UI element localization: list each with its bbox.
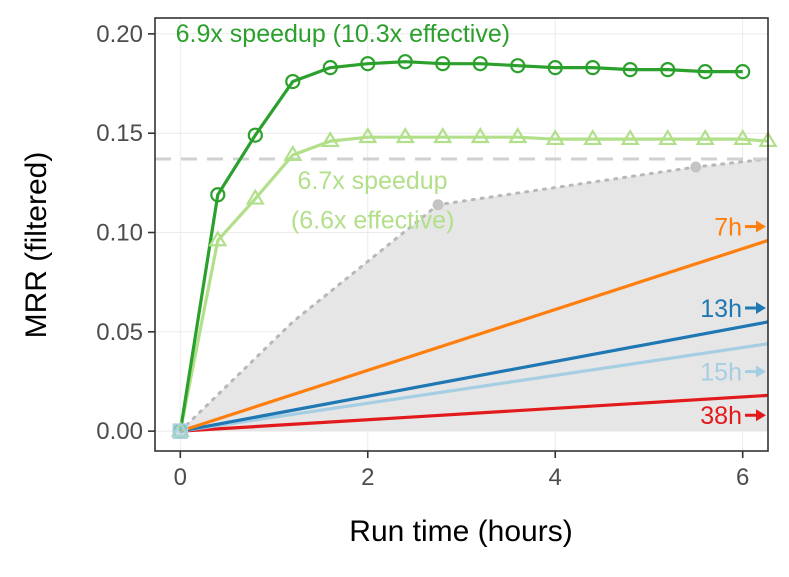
x-tick-label: 2 (361, 464, 374, 491)
y-tick-label: 0.05 (96, 319, 143, 346)
triangle-marker (658, 129, 678, 146)
boundary-point (432, 199, 444, 211)
plot-border (154, 17, 769, 452)
y-tick-label: 0.15 (96, 120, 143, 147)
arrow-icon (756, 365, 766, 378)
triangle-marker (358, 127, 378, 144)
line-label-layer: 7h 13h 15h 38h (700, 214, 766, 430)
series-line (180, 342, 768, 433)
line-label-text: 15h (700, 359, 742, 387)
y-axis-title: MRR (filtered) (20, 152, 53, 339)
circle-marker (435, 56, 451, 72)
axis-layer: 0.00 0.05 0.10 0.15 0.20 0 2 4 6 (96, 17, 769, 491)
annotation-text: (6.6x effective) (291, 207, 455, 235)
triangle-marker (470, 127, 490, 144)
circle-marker (547, 60, 563, 76)
y-tick-label: 0.00 (96, 418, 143, 445)
circle-marker (697, 64, 713, 80)
triangle-marker (508, 127, 528, 144)
boundary-point (690, 161, 702, 173)
annotation-text: 6.7x speedup (297, 167, 447, 195)
x-tick-label: 0 (174, 464, 187, 491)
y-tick-label: 0.10 (96, 220, 143, 247)
line-label-text: 7h (714, 214, 742, 242)
origin-marker (172, 423, 189, 439)
line-label-text: 13h (700, 295, 742, 323)
circle-marker (322, 60, 338, 76)
shaded-region-layer (178, 157, 768, 433)
triangle-marker (545, 129, 565, 146)
annotation-text: 6.9x speedup (10.3x effective) (176, 20, 510, 48)
series-layer (178, 60, 768, 433)
circle-marker (660, 62, 676, 78)
series-line (180, 393, 768, 433)
triangle-marker (733, 129, 753, 146)
x-tick-label: 6 (736, 464, 749, 491)
circle-marker (210, 187, 226, 203)
circle-marker (247, 127, 263, 143)
triangle-marker (208, 230, 228, 247)
triangle-marker (395, 127, 415, 144)
circle-marker (472, 56, 488, 72)
x-axis-title: Run time (hours) (349, 515, 572, 548)
circle-marker (735, 64, 751, 80)
triangle-marker (245, 188, 265, 205)
circle-marker (285, 73, 301, 90)
triangle-marker (620, 129, 640, 146)
circle-marker (622, 62, 638, 78)
y-tick-label: 0.20 (96, 21, 143, 48)
triangle-marker (320, 130, 340, 148)
triangle-marker (583, 129, 603, 146)
arrow-icon (756, 409, 766, 422)
circle-marker (360, 56, 376, 72)
arrow-icon (756, 220, 766, 233)
series-line (179, 238, 768, 433)
triangle-marker (433, 127, 453, 144)
annotation-layer: 6.9x speedup (10.3x effective) 6.7x speed… (176, 20, 510, 235)
triangle-marker (283, 144, 303, 161)
triangle-marker (695, 129, 715, 146)
series-line (178, 60, 743, 432)
marker-layer (170, 54, 778, 439)
circle-marker (397, 54, 413, 70)
series-line (180, 320, 768, 433)
series-line (178, 135, 768, 432)
circle-marker (510, 58, 526, 74)
arrow-icon (756, 301, 766, 314)
x-tick-label: 4 (549, 464, 562, 491)
shaded-region (180, 159, 768, 432)
line-label-text: 38h (700, 402, 742, 430)
circle-marker (585, 60, 601, 76)
